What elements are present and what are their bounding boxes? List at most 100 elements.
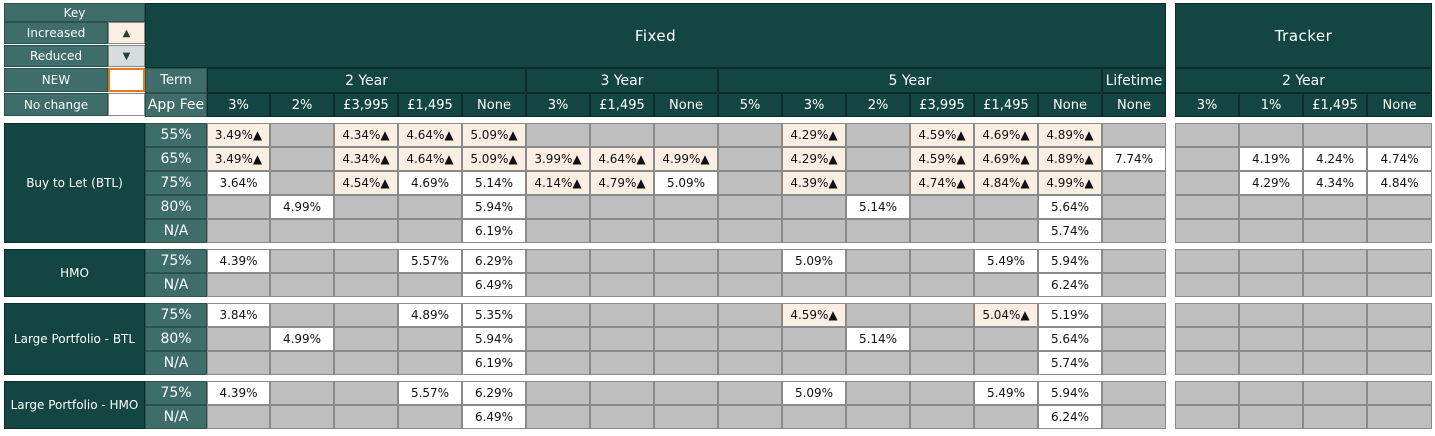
rate-cell <box>718 147 782 171</box>
ltv-label: N/A <box>145 351 207 375</box>
rate-cell <box>334 303 398 327</box>
rate-cell <box>334 219 398 243</box>
rate-cell <box>1102 219 1166 243</box>
rate-cell: 4.79%▲ <box>590 171 654 195</box>
app-fee-header: 3% <box>782 93 846 117</box>
rate-cell <box>1175 219 1239 243</box>
key-title: Key <box>4 3 145 22</box>
rate-cell <box>1175 123 1239 147</box>
rate-cell: 5.57% <box>398 381 462 405</box>
rate-cell <box>590 123 654 147</box>
rate-cell <box>1239 249 1303 273</box>
tracker-header: Tracker <box>1175 3 1432 68</box>
rate-cell <box>718 303 782 327</box>
rate-cell <box>334 249 398 273</box>
rate-cell <box>270 273 334 297</box>
rate-cell: 5.64% <box>1038 327 1102 351</box>
group-label: Large Portfolio - BTL <box>4 303 145 375</box>
rate-cell <box>590 303 654 327</box>
rate-cell <box>1303 405 1367 429</box>
rate-cell: 4.99% <box>270 327 334 351</box>
rate-cell: 4.64%▲ <box>398 147 462 171</box>
triangle-up-icon: ▲ <box>122 27 131 39</box>
rate-cell: 6.49% <box>462 405 526 429</box>
rate-cell <box>1367 249 1432 273</box>
rate-cell <box>654 195 718 219</box>
rate-cell <box>974 219 1038 243</box>
rate-cell <box>1175 195 1239 219</box>
rate-cell: 4.99%▲ <box>654 147 718 171</box>
term-lifetime: Lifetime <box>1102 68 1166 93</box>
rate-cell <box>1239 123 1303 147</box>
rate-cell: 4.34% <box>1303 171 1367 195</box>
rate-cell <box>718 381 782 405</box>
rate-cell: 4.99%▲ <box>1038 171 1102 195</box>
rate-cell <box>654 327 718 351</box>
rate-cell <box>1175 351 1239 375</box>
rate-cell: 5.64% <box>1038 195 1102 219</box>
rate-cell <box>1303 123 1367 147</box>
rate-cell <box>718 123 782 147</box>
rate-cell: 4.29%▲ <box>782 123 846 147</box>
rate-cell <box>1175 171 1239 195</box>
rate-cell <box>782 405 846 429</box>
rate-cell <box>1239 351 1303 375</box>
rate-cell: 4.64%▲ <box>590 147 654 171</box>
rate-cell <box>207 405 270 429</box>
rate-cell <box>398 219 462 243</box>
rate-cell: 5.57% <box>398 249 462 273</box>
rate-cell <box>1367 327 1432 351</box>
rate-cell <box>590 351 654 375</box>
ltv-label: 75% <box>145 303 207 327</box>
ltv-label: 75% <box>145 171 207 195</box>
rate-cell <box>270 405 334 429</box>
rate-cell <box>398 351 462 375</box>
rate-cell: 3.64% <box>207 171 270 195</box>
rate-cell <box>1102 351 1166 375</box>
rate-cell <box>846 381 910 405</box>
rate-cell <box>1175 405 1239 429</box>
app-fee-header: 3% <box>1175 93 1239 117</box>
app-fee-header: None <box>1367 93 1432 117</box>
rate-cell: 5.94% <box>462 195 526 219</box>
rate-cell <box>270 171 334 195</box>
rate-cell <box>1175 273 1239 297</box>
rate-cell <box>910 195 974 219</box>
rate-cell <box>782 327 846 351</box>
app-fee-header: 5% <box>718 93 782 117</box>
key-label-no-change: No change <box>4 93 108 116</box>
rate-cell <box>718 219 782 243</box>
rate-cell <box>334 327 398 351</box>
app-fee-header: £1,495 <box>1303 93 1367 117</box>
rate-cell: 5.14% <box>846 195 910 219</box>
app-fee-header: 3% <box>526 93 590 117</box>
rate-cell <box>207 351 270 375</box>
rate-cell <box>526 351 590 375</box>
rate-cell <box>1102 405 1166 429</box>
rate-cell <box>1175 303 1239 327</box>
rate-cell: 6.29% <box>462 249 526 273</box>
rate-cell <box>718 273 782 297</box>
rate-cell <box>974 351 1038 375</box>
rate-cell <box>910 273 974 297</box>
rate-cell <box>846 171 910 195</box>
rate-cell <box>270 303 334 327</box>
rate-cell <box>1102 249 1166 273</box>
reduced-swatch: ▼ <box>108 45 145 67</box>
fixed-header: Fixed <box>145 3 1166 68</box>
rate-cell <box>590 405 654 429</box>
app-fee-header: None <box>462 93 526 117</box>
rate-cell: 4.39%▲ <box>782 171 846 195</box>
rate-cell <box>334 195 398 219</box>
group-label: HMO <box>4 249 145 297</box>
rate-cell: 5.74% <box>1038 351 1102 375</box>
key-label-increased: Increased <box>4 22 108 44</box>
rate-cell <box>718 249 782 273</box>
ltv-label: 65% <box>145 147 207 171</box>
rate-cell: 3.99%▲ <box>526 147 590 171</box>
rate-cell <box>1175 327 1239 351</box>
rate-cell: 5.94% <box>1038 381 1102 405</box>
rate-cell: 4.59%▲ <box>910 147 974 171</box>
rate-cell <box>718 195 782 219</box>
rate-cell <box>526 381 590 405</box>
